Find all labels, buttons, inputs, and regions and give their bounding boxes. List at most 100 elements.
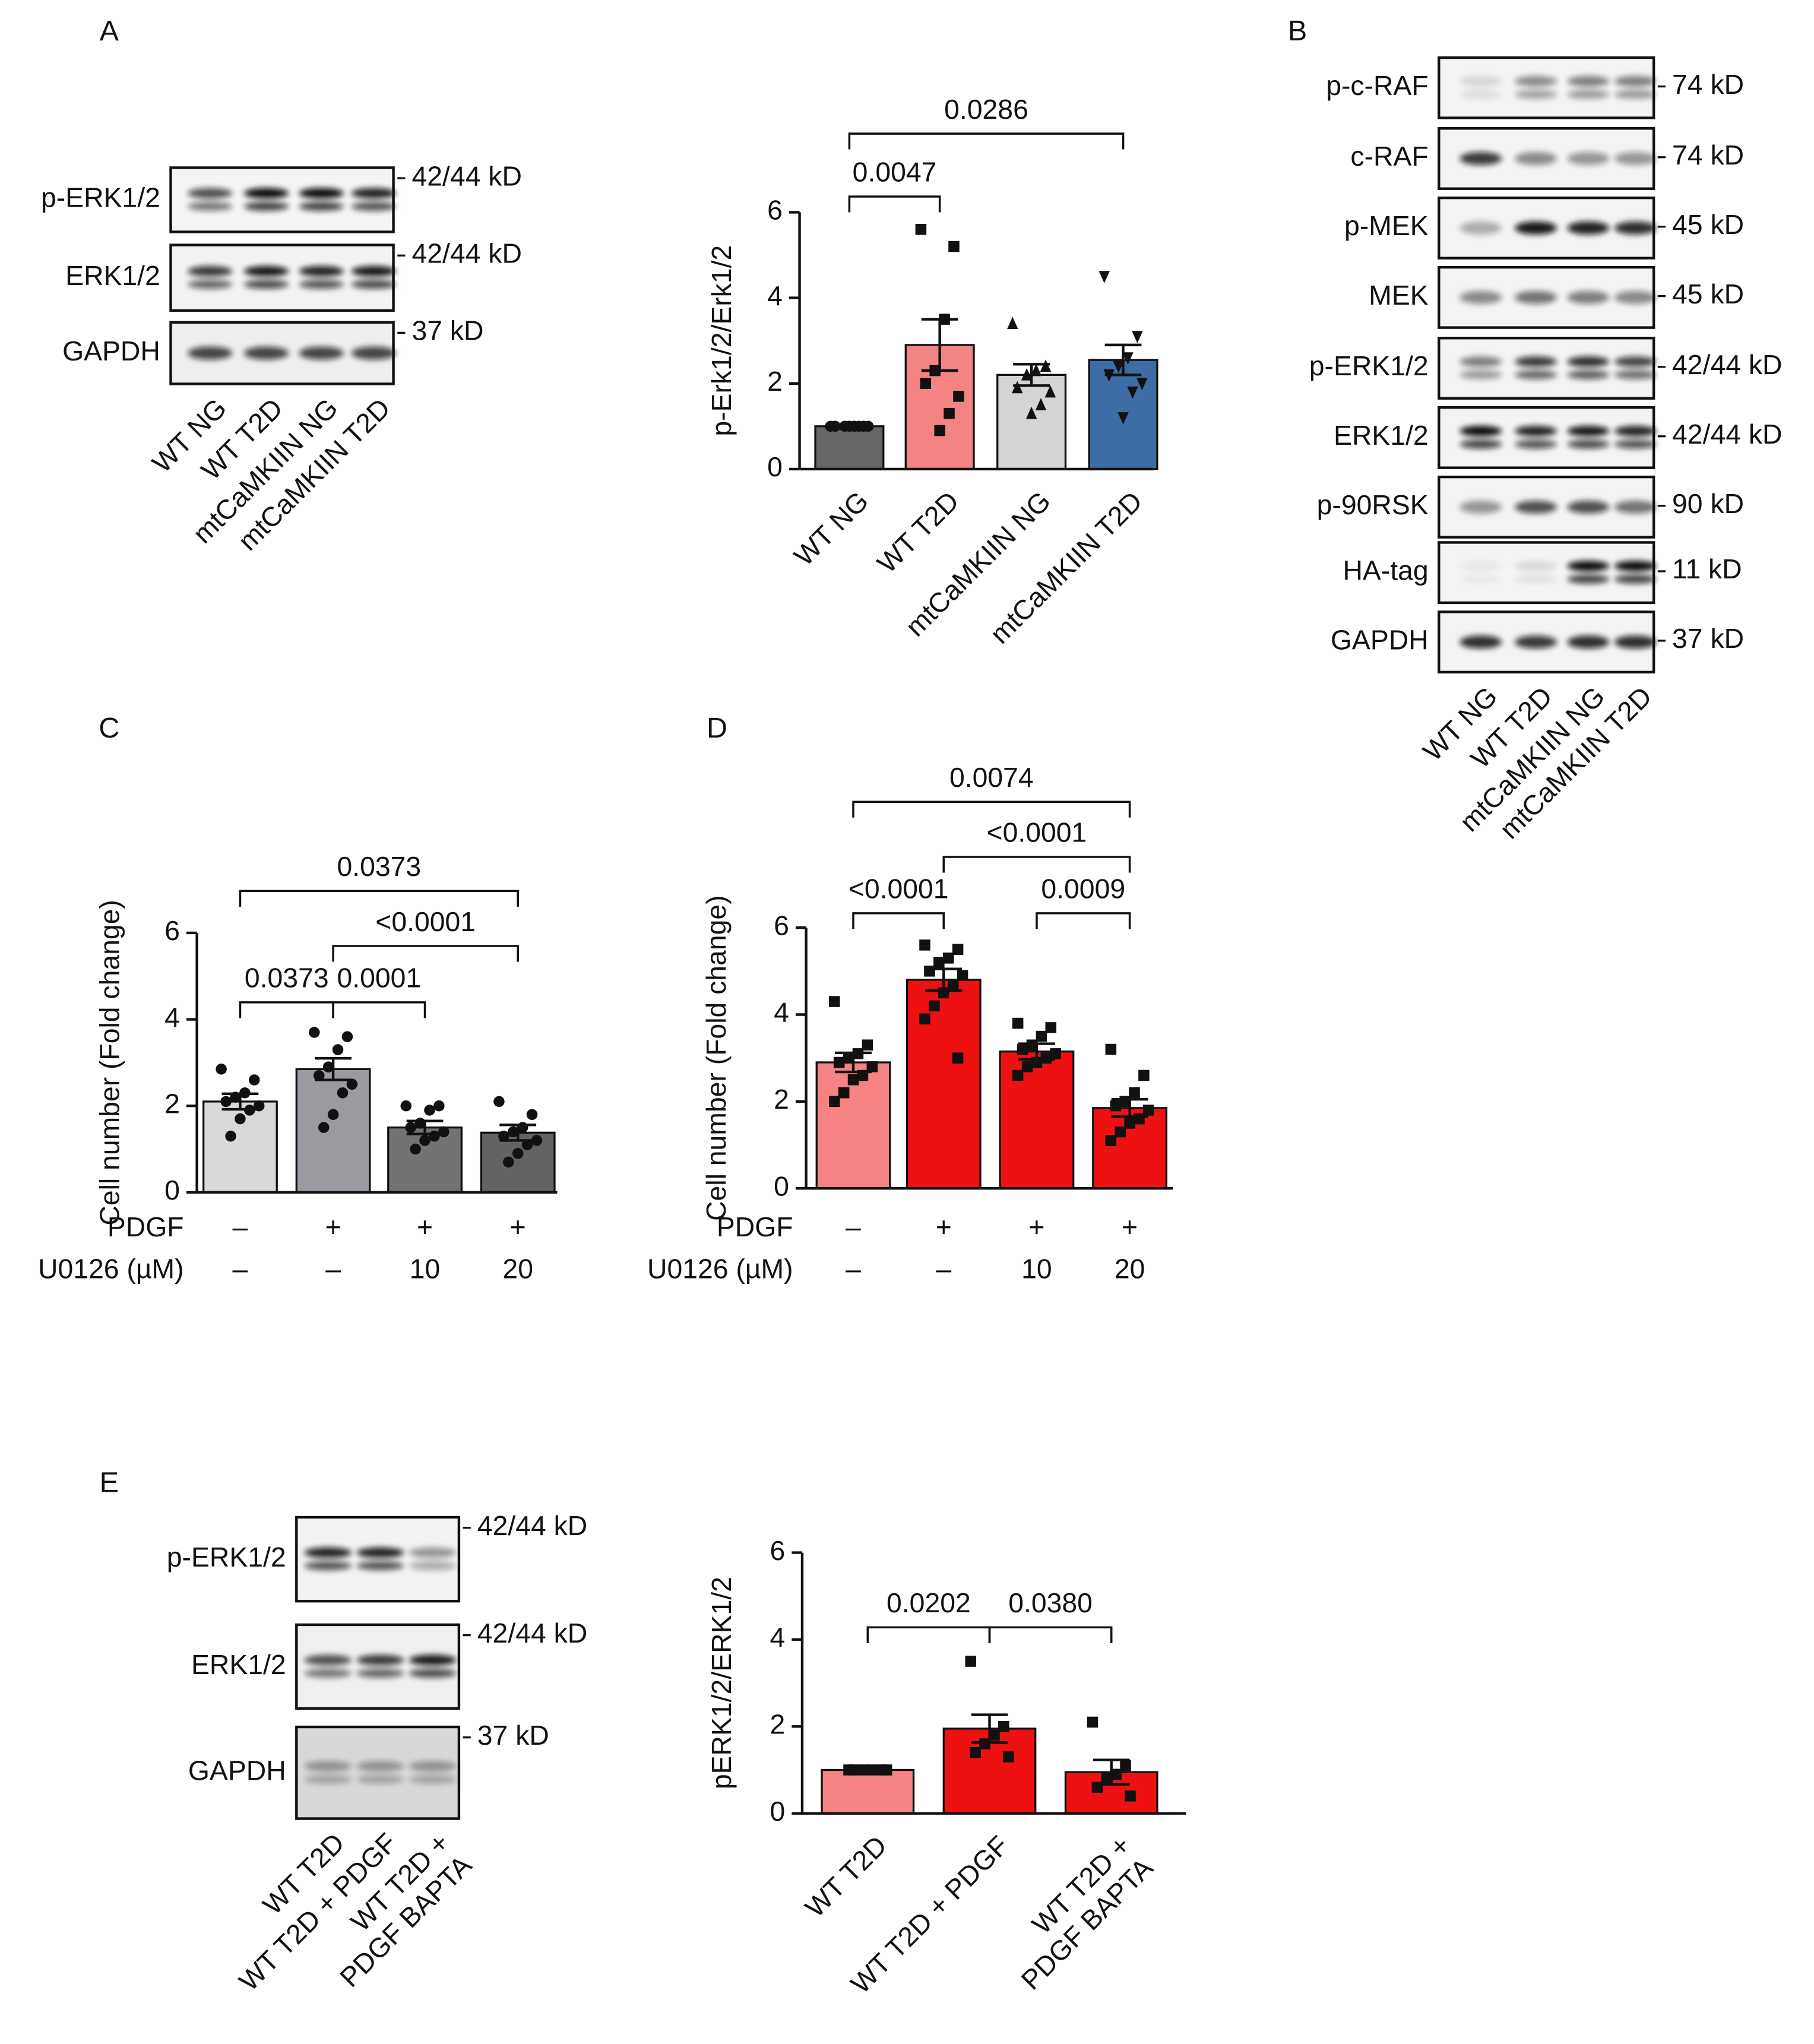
- data-point: [313, 1070, 325, 1081]
- p-value-label: 0.0009: [1041, 874, 1125, 904]
- data-point: [512, 1148, 524, 1159]
- data-point: [1040, 359, 1052, 372]
- factor-level: –: [936, 1253, 951, 1284]
- blot-band: [1614, 439, 1657, 449]
- bar: [295, 1068, 371, 1194]
- blot-band: [1515, 75, 1557, 87]
- blot-size-label: 45 kD: [1672, 209, 1744, 240]
- data-point: [862, 1039, 873, 1051]
- blot-row-label: p-c-RAF: [1326, 70, 1428, 101]
- data-point: [1098, 271, 1110, 284]
- data-point: [1045, 1022, 1057, 1033]
- data-point: [843, 1052, 854, 1064]
- data-point: [1117, 412, 1129, 425]
- factor-level: –: [846, 1253, 861, 1284]
- blot-band: [1614, 574, 1657, 584]
- blot-row-label: GAPDH: [1331, 624, 1429, 655]
- factor-name: PDGF: [107, 1211, 184, 1242]
- error-bar: [971, 1713, 1008, 1744]
- panel-label: B: [1288, 15, 1307, 47]
- blot-band: [1614, 221, 1657, 235]
- data-point: [1035, 398, 1047, 411]
- blot-band: [1567, 370, 1610, 379]
- blot-band: [1515, 370, 1557, 379]
- error-bar: [1018, 1042, 1055, 1061]
- blot-band: [299, 280, 344, 289]
- blot-size-label: 74 kD: [1672, 69, 1744, 100]
- blot-row-label: p-ERK1/2: [1309, 350, 1429, 381]
- blot-band: [1460, 561, 1502, 571]
- blot-row-label: p-ERK1/2: [41, 182, 160, 213]
- blot-size-label: 42/44 kD: [1672, 419, 1782, 450]
- blot-size-label: 42/44 kD: [477, 1618, 587, 1649]
- data-point: [216, 1064, 227, 1075]
- y-tick-label: 2: [767, 366, 783, 397]
- factor-level: 20: [1115, 1253, 1145, 1284]
- blot-band: [356, 1654, 404, 1666]
- factor-level: +: [325, 1211, 341, 1242]
- blot-row-label: GAPDH: [62, 336, 160, 366]
- blot-band: [188, 280, 233, 289]
- y-tick-label: 2: [164, 1088, 180, 1119]
- data-point: [828, 996, 840, 1007]
- blot-band: [1515, 426, 1557, 436]
- data-point: [989, 1729, 1000, 1741]
- blot-band: [1567, 290, 1610, 304]
- data-point: [866, 1061, 878, 1072]
- data-point: [919, 939, 930, 951]
- factor-level: 10: [1021, 1253, 1052, 1284]
- blot-row-label: ERK1/2: [191, 1649, 286, 1680]
- data-point: [1110, 1100, 1122, 1112]
- data-point: [942, 953, 954, 964]
- y-axis-label: Cell number (Fold change): [94, 900, 125, 1225]
- bar: [906, 979, 982, 1189]
- blot-band: [188, 346, 233, 360]
- blot-row-label: p-90RSK: [1317, 489, 1429, 520]
- blot-row-label: HA-tag: [1343, 555, 1428, 586]
- blot-band: [1567, 439, 1610, 449]
- error-bar: [1111, 1097, 1148, 1118]
- blot-band: [1460, 635, 1502, 649]
- panel-label: E: [100, 1467, 119, 1499]
- blot-band: [1515, 90, 1557, 99]
- data-point: [838, 1087, 850, 1099]
- y-tick-label: 6: [767, 195, 783, 226]
- data-point: [337, 1087, 349, 1099]
- y-tick-label: 4: [774, 997, 789, 1028]
- blot-band: [351, 280, 396, 289]
- data-point: [944, 407, 955, 419]
- factor-level: +: [417, 1211, 433, 1242]
- blot-band: [409, 1668, 457, 1678]
- data-point: [828, 1096, 840, 1108]
- data-point: [521, 1139, 533, 1151]
- data-point: [948, 241, 960, 252]
- data-point: [419, 1135, 430, 1146]
- blot-frame: [295, 1623, 461, 1710]
- blot-band: [356, 1774, 404, 1784]
- blot-band: [1567, 75, 1610, 87]
- data-point: [929, 1000, 940, 1012]
- y-tick-label: 0: [774, 1170, 789, 1201]
- blot-band: [1567, 151, 1610, 166]
- factor-level: –: [325, 1253, 341, 1284]
- data-point: [998, 1721, 1009, 1732]
- blot-band: [351, 346, 396, 360]
- p-value-label: <0.0001: [375, 906, 476, 937]
- p-value-label: 0.0202: [887, 1587, 971, 1618]
- blot-band: [1567, 90, 1610, 99]
- data-point: [920, 378, 932, 390]
- blot-row-label: ERK1/2: [65, 260, 160, 291]
- p-value-label: 0.0373: [245, 963, 329, 993]
- blot-band: [304, 1761, 352, 1772]
- data-point: [341, 1031, 353, 1042]
- error-bar: [835, 1051, 872, 1074]
- blot-frame: [1438, 541, 1655, 605]
- p-value-label: 0.0047: [853, 157, 937, 188]
- data-point: [1044, 385, 1056, 398]
- data-point: [833, 1056, 845, 1068]
- data-point: [952, 944, 964, 955]
- blot-size-label: 42/44 kD: [411, 238, 521, 268]
- factor-level: +: [510, 1211, 526, 1242]
- significance-bracket: [852, 800, 1131, 818]
- factor-level: +: [936, 1211, 952, 1242]
